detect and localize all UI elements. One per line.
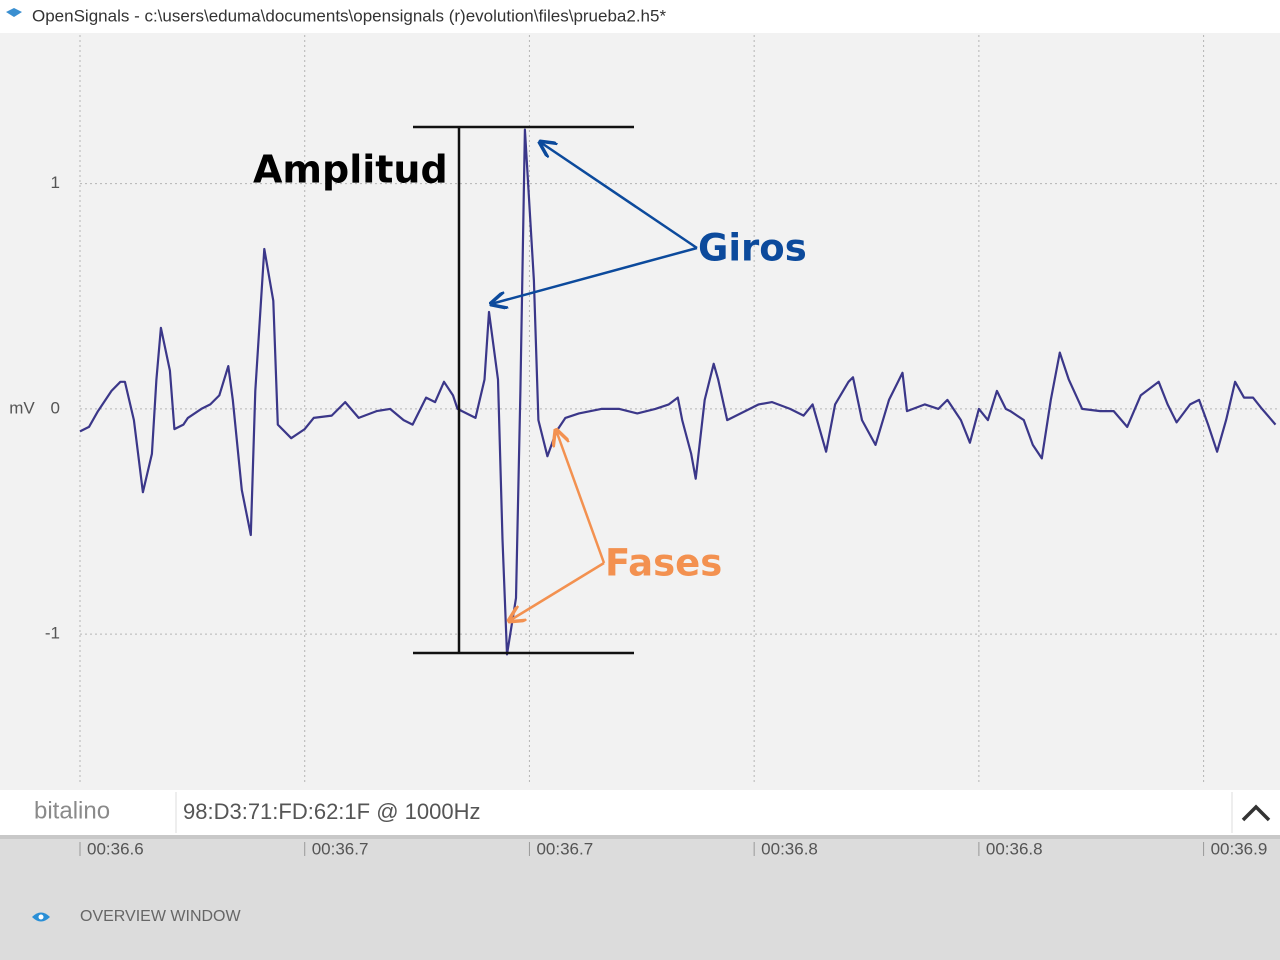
arrow: [540, 142, 698, 250]
eye-pupil: [38, 914, 44, 920]
y-tick-label: 1: [51, 173, 60, 192]
y-tick-label: -1: [45, 624, 60, 643]
x-tick-label: 00:36.7: [536, 839, 593, 858]
app-icon: [6, 8, 22, 17]
annotation-text: Fases: [605, 542, 722, 585]
title-bar: [0, 0, 1280, 33]
bar-shadow: [0, 835, 1280, 839]
annotation-text: Amplitud: [253, 148, 448, 192]
x-tick-label: 00:36.6: [87, 839, 144, 858]
signal-layer: [79, 128, 1277, 656]
annotations: Amplitud Giros Fases: [253, 125, 807, 655]
signal-line: [79, 128, 1277, 656]
window-title: OpenSignals - c:\users\eduma\documents\o…: [32, 6, 666, 25]
y-axis-label: mV: [9, 398, 35, 417]
x-tick-label: 00:36.8: [761, 839, 818, 858]
plot-area: [0, 33, 1280, 790]
arrow: [509, 561, 605, 621]
y-tick-label: 0: [51, 398, 60, 417]
collapse-button[interactable]: [1241, 804, 1271, 822]
overview-label[interactable]: OVERVIEW WINDOW: [80, 908, 241, 925]
x-tick-label: 00:36.9: [1211, 839, 1268, 858]
annotation-text: Giros: [698, 227, 807, 270]
logo: bitalino: [34, 797, 110, 824]
device-bar: [0, 790, 1280, 835]
device-info: 98:D3:71:FD:62:1F @ 1000Hz: [183, 799, 480, 824]
x-tick-label: 00:36.7: [312, 839, 369, 858]
arrow: [491, 246, 698, 304]
arrow: [556, 430, 606, 564]
x-tick-label: 00:36.8: [986, 839, 1043, 858]
x-axis: 00:36.6 00:36.7 00:36.7 00:36.8 00:36.8 00:36…: [79, 839, 1268, 858]
overview-panel: [0, 835, 1280, 960]
